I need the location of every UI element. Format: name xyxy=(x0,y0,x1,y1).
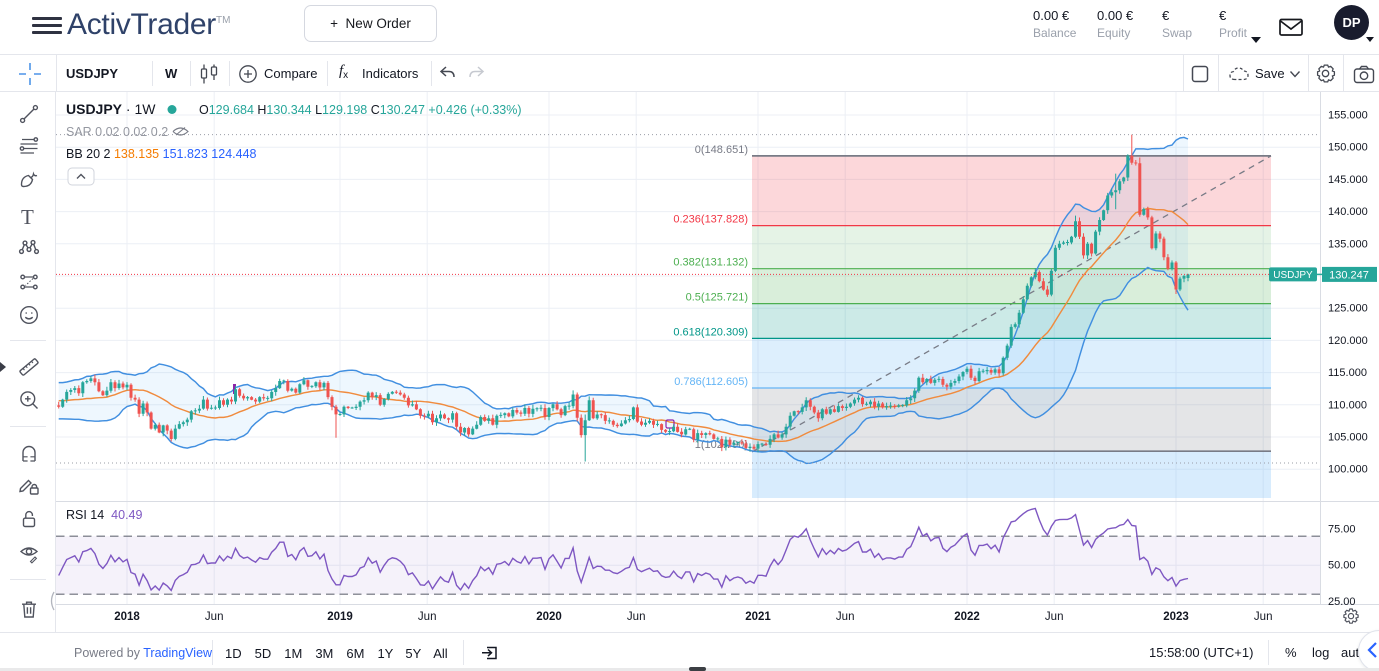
svg-text:75.00: 75.00 xyxy=(1328,523,1356,535)
svg-text:USDJPY · 1W: USDJPY · 1W xyxy=(66,101,156,117)
svg-text:0.618(120.309): 0.618(120.309) xyxy=(673,326,748,338)
svg-text:RSI 14 40.49: RSI 14 40.49 xyxy=(66,508,143,522)
svg-text:0.786(112.605): 0.786(112.605) xyxy=(674,376,748,388)
svg-text:145.000: 145.000 xyxy=(1328,174,1368,186)
svg-text:0.236(137.828): 0.236(137.828) xyxy=(673,214,748,226)
svg-text:115.000: 115.000 xyxy=(1328,367,1367,379)
svg-text:0.5(125.721): 0.5(125.721) xyxy=(686,292,748,304)
svg-text:O129.684 H130.344 L129.198 C13: O129.684 H130.344 L129.198 C130.247 +0.4… xyxy=(199,103,522,117)
svg-text:Jun: Jun xyxy=(627,611,646,623)
svg-text:2022: 2022 xyxy=(954,611,980,623)
svg-text:110.000: 110.000 xyxy=(1328,399,1367,411)
svg-text:Jun: Jun xyxy=(1045,611,1064,623)
svg-text:2021: 2021 xyxy=(745,611,771,623)
svg-text:USDJPY: USDJPY xyxy=(1273,270,1313,281)
svg-text:120.000: 120.000 xyxy=(1328,335,1368,347)
svg-text:2020: 2020 xyxy=(536,611,562,623)
svg-text:BB 20 2 138.135 151.823 124.44: BB 20 2 138.135 151.823 124.448 xyxy=(66,147,257,161)
svg-text:2019: 2019 xyxy=(327,611,353,623)
svg-text:105.000: 105.000 xyxy=(1328,432,1368,444)
svg-text:SAR 0.02 0.02 0.2: SAR 0.02 0.02 0.2 xyxy=(66,125,168,139)
svg-text:2023: 2023 xyxy=(1163,611,1189,623)
svg-text:100.000: 100.000 xyxy=(1328,464,1368,476)
svg-text:Jun: Jun xyxy=(1254,611,1273,623)
svg-text:130.247: 130.247 xyxy=(1329,269,1369,281)
svg-text:Jun: Jun xyxy=(418,611,437,623)
svg-text:50.00: 50.00 xyxy=(1328,560,1356,572)
svg-text:Jun: Jun xyxy=(205,611,224,623)
svg-text:140.000: 140.000 xyxy=(1328,206,1368,218)
svg-text:Jun: Jun xyxy=(836,611,855,623)
svg-text:155.000: 155.000 xyxy=(1328,110,1368,122)
svg-text:125.000: 125.000 xyxy=(1328,303,1368,315)
svg-text:0.382(131.132): 0.382(131.132) xyxy=(673,257,748,269)
svg-text:0(148.651): 0(148.651) xyxy=(695,144,748,156)
svg-text:150.000: 150.000 xyxy=(1328,142,1368,154)
svg-text:25.00: 25.00 xyxy=(1328,596,1356,608)
svg-text:135.000: 135.000 xyxy=(1328,238,1368,250)
svg-text:2018: 2018 xyxy=(114,611,140,623)
